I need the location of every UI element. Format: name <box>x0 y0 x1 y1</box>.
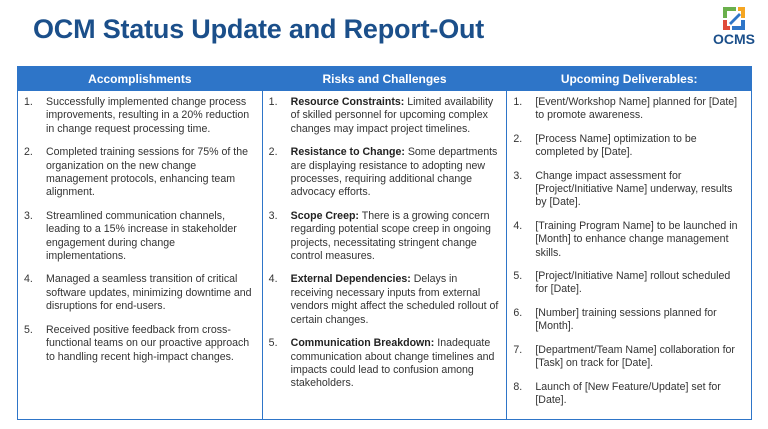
item-number: 3. <box>513 169 523 182</box>
item-description: [Event/Workshop Name] planned for [Date]… <box>535 96 738 122</box>
item-number: 6. <box>513 306 523 319</box>
item-description: [Process Name] optimization to be comple… <box>535 132 697 159</box>
list-item: 4. External Dependencies: Delays in recei… <box>269 273 499 327</box>
item-description: Inadequate communication about change ti… <box>290 337 495 390</box>
item-description: [Training Program Name] to be launched i… <box>535 219 738 259</box>
item-description: Successfully implemented change process … <box>46 96 250 135</box>
item-description: Received positive feedback from cross-fu… <box>46 323 250 363</box>
item-text: [Number] training sessions planned for [… <box>535 307 743 334</box>
list-item: 6. [Number] training sessions planned for… <box>513 307 743 334</box>
item-text: Managed a seamless transition of critica… <box>46 273 254 313</box>
item-text: Received positive feedback from cross-fu… <box>46 324 254 364</box>
item-description: There is a growing concern regarding pot… <box>290 209 491 263</box>
item-number: 3. <box>268 209 278 222</box>
title: OCM Status Update and Report-Out <box>33 14 485 44</box>
item-text: Resistance to Change: Some departments a… <box>291 146 499 200</box>
item-description: [Project/Initiative Name] rollout schedu… <box>535 270 731 296</box>
column: Accomplishments 1. Successfully implemente… <box>18 67 262 419</box>
item-text: External Dependencies: Delays in receivi… <box>291 273 499 327</box>
list-item: 5. [Project/Initiative Name] rollout sche… <box>513 270 743 297</box>
item-number: 2. <box>268 146 278 159</box>
item-number: 4. <box>268 273 278 286</box>
item-label: Scope Creep: <box>290 209 359 222</box>
item-description: Completed training sessions for 75% of t… <box>46 146 248 199</box>
item-description: [Number] training sessions planned for [… <box>535 306 717 333</box>
logo-text: OCMS <box>713 31 755 47</box>
column-header: Accomplishments <box>18 67 262 91</box>
logo-icon <box>723 7 745 30</box>
item-number: 2. <box>513 132 523 145</box>
list-item: 3. Scope Creep: There is a growing concer… <box>269 210 499 264</box>
logo: OCMS <box>706 4 762 48</box>
item-number: 8. <box>513 380 523 393</box>
column-body: 1. Successfully implemented change proces… <box>18 91 262 374</box>
item-description: Limited availability of skilled personne… <box>290 96 494 135</box>
item-text: [Process Name] optimization to be comple… <box>535 133 743 160</box>
list-item: 4. [Training Program Name] to be launched… <box>513 220 743 260</box>
list-item: 2. Completed training sessions for 75% of… <box>24 146 254 200</box>
item-description: Streamlined communication channels, lead… <box>46 209 237 263</box>
item-description: Change impact assessment for [Project/In… <box>535 169 733 209</box>
column: Risks and Challenges 1. Resource Constrain… <box>261 67 507 419</box>
column: Upcoming Deliverables: 1. [Event/Workshop … <box>506 67 752 419</box>
item-number: 1. <box>513 96 523 108</box>
item-label: Resistance to Change: <box>290 146 405 159</box>
item-text: Communication Breakdown: Inadequate comm… <box>291 337 499 391</box>
list-item: 4. Managed a seamless transition of criti… <box>24 273 254 313</box>
item-number: 5. <box>513 270 523 283</box>
item-number: 3. <box>24 209 33 222</box>
item-description: Managed a seamless transition of critica… <box>46 273 252 313</box>
list-item: 8. Launch of [New Feature/Update] set for… <box>513 381 743 408</box>
item-text: [Department/Team Name] collaboration for… <box>535 344 743 371</box>
column-header: Risks and Challenges <box>262 67 507 91</box>
item-number: 4. <box>24 273 33 286</box>
list-item: 2. Resistance to Change: Some departments… <box>269 146 499 200</box>
column-header: Upcoming Deliverables: <box>507 67 752 91</box>
item-number: 1. <box>24 96 33 108</box>
item-description: Some departments are displaying resistan… <box>290 146 498 199</box>
item-number: 2. <box>24 146 33 159</box>
item-number: 5. <box>24 323 33 336</box>
item-text: Resource Constraints: Limited availabili… <box>291 96 499 136</box>
item-text: Streamlined communication channels, lead… <box>46 210 254 264</box>
item-label: Communication Breakdown: <box>290 337 435 350</box>
list-item: 1. [Event/Workshop Name] planned for [Dat… <box>513 96 743 123</box>
column-body: 1. Resource Constraints: Limited availabi… <box>263 91 507 401</box>
item-number: 1. <box>268 96 278 108</box>
list-item: 3. Change impact assessment for [Project/… <box>513 170 743 210</box>
list-item: 3. Streamlined communication channels, le… <box>24 210 254 264</box>
item-text: [Training Program Name] to be launched i… <box>535 220 743 260</box>
status-table: Accomplishments 1. Successfully implemente… <box>17 66 752 420</box>
item-text: Launch of [New Feature/Update] set for [… <box>535 381 743 408</box>
item-label: External Dependencies: <box>290 273 411 286</box>
item-number: 4. <box>513 219 523 232</box>
list-item: 5. Communication Breakdown: Inadequate co… <box>269 337 499 391</box>
list-item: 2. [Process Name] optimization to be comp… <box>513 133 743 160</box>
item-description: [Department/Team Name] collaboration for… <box>535 343 735 370</box>
item-label: Resource Constraints: <box>290 96 405 108</box>
column-body: 1. [Event/Workshop Name] planned for [Dat… <box>507 91 751 417</box>
item-text: Scope Creep: There is a growing concern … <box>291 210 499 264</box>
item-description: Delays in receiving necessary inputs fro… <box>290 273 499 326</box>
item-number: 7. <box>513 343 523 356</box>
item-text: Successfully implemented change process … <box>46 96 254 136</box>
item-text: Completed training sessions for 75% of t… <box>46 146 254 200</box>
list-item: 5. Received positive feedback from cross-… <box>24 324 254 364</box>
list-item: 1. Resource Constraints: Limited availabi… <box>269 96 499 136</box>
item-text: [Event/Workshop Name] planned for [Date]… <box>535 96 743 123</box>
item-description: Launch of [New Feature/Update] set for [… <box>535 380 721 406</box>
list-item: 7. [Department/Team Name] collaboration f… <box>513 344 743 371</box>
list-item: 1. Successfully implemented change proces… <box>24 96 254 136</box>
item-text: Change impact assessment for [Project/In… <box>535 170 743 210</box>
item-number: 5. <box>268 337 278 350</box>
item-text: [Project/Initiative Name] rollout schedu… <box>535 270 743 297</box>
